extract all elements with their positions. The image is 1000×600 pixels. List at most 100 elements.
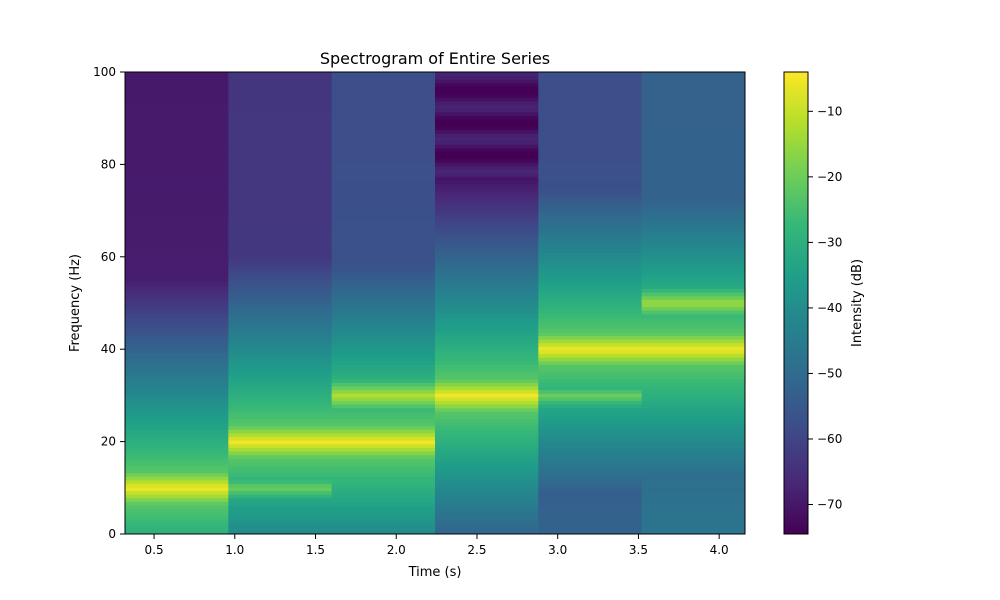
heatmap-cell — [125, 422, 229, 427]
heatmap-cell — [125, 292, 229, 297]
x-axis-label: Time (s) — [408, 565, 462, 580]
heatmap-cell — [125, 512, 229, 517]
heatmap-cell — [228, 144, 333, 149]
heatmap-cell — [641, 472, 746, 477]
heatmap-cell — [538, 404, 643, 409]
heatmap-cell — [228, 263, 333, 268]
heatmap-cell — [435, 284, 539, 290]
heatmap-cell — [538, 295, 643, 300]
heatmap-cell — [331, 133, 436, 138]
heatmap-cell — [331, 396, 436, 401]
heatmap-cell — [331, 187, 436, 192]
heatmap-cell — [125, 443, 229, 448]
heatmap-cell — [538, 429, 643, 434]
heatmap-cell — [125, 230, 229, 235]
heatmap-cell — [641, 414, 746, 419]
heatmap-cell — [435, 346, 539, 351]
heatmap-cell — [331, 266, 436, 272]
heatmap-cell — [435, 432, 539, 438]
heatmap-cell — [125, 519, 229, 524]
heatmap-cell — [228, 375, 333, 380]
heatmap-cell — [331, 443, 436, 448]
heatmap-cell — [538, 219, 643, 225]
heatmap-cell — [228, 306, 333, 311]
y-axis-ticks: 0 20 40 60 80 100 — [93, 65, 125, 541]
heatmap-cell — [435, 501, 539, 506]
heatmap-cell — [538, 216, 643, 221]
heatmap-cell — [228, 523, 333, 528]
chart-title: Spectrogram of Entire Series — [320, 49, 550, 68]
heatmap-cell — [125, 183, 229, 188]
heatmap-cell — [435, 461, 539, 466]
heatmap-cell — [331, 100, 436, 105]
heatmap-cell — [641, 469, 746, 474]
heatmap-cell — [435, 108, 539, 113]
heatmap-cell — [538, 158, 643, 163]
heatmap-cell — [228, 252, 333, 257]
heatmap-cell — [538, 367, 643, 373]
heatmap-cell — [331, 321, 436, 326]
heatmap-cell — [435, 469, 539, 474]
heatmap-cell — [228, 234, 333, 239]
x-tick-label: 2.5 — [467, 543, 486, 557]
heatmap-cell — [125, 75, 229, 80]
heatmap-cell — [331, 281, 436, 286]
heatmap-cell — [331, 469, 436, 474]
heatmap-cell — [538, 458, 643, 463]
heatmap-cell — [228, 386, 333, 391]
heatmap-cell — [331, 515, 436, 521]
heatmap-cell — [538, 335, 643, 340]
heatmap-cell — [435, 122, 539, 127]
heatmap-cell — [331, 331, 436, 336]
heatmap-cell — [125, 284, 229, 290]
heatmap-cell — [435, 162, 539, 167]
heatmap-cell — [331, 447, 436, 452]
heatmap-cell — [331, 198, 436, 203]
heatmap-cell — [331, 497, 436, 503]
heatmap-cell — [435, 393, 539, 398]
heatmap-cell — [641, 82, 746, 87]
heatmap-cell — [435, 414, 539, 419]
heatmap-cell — [125, 162, 229, 167]
heatmap-cell — [435, 136, 539, 142]
heatmap-cell — [435, 494, 539, 499]
heatmap-cell — [228, 339, 333, 344]
heatmap-cell — [641, 252, 746, 257]
heatmap-cell — [435, 324, 539, 329]
heatmap-cell — [125, 165, 229, 170]
heatmap-cell — [538, 440, 643, 445]
heatmap-cell — [435, 115, 539, 120]
heatmap-cell — [331, 425, 436, 430]
heatmap-cell — [538, 79, 643, 84]
heatmap-cell — [641, 328, 746, 333]
heatmap-cell — [228, 303, 333, 308]
heatmap-cell — [538, 450, 643, 456]
heatmap-cell — [331, 79, 436, 84]
heatmap-cell — [435, 227, 539, 232]
heatmap-cell — [641, 183, 746, 188]
heatmap-cell — [435, 443, 539, 448]
heatmap-cell — [641, 155, 746, 160]
heatmap-cell — [125, 277, 229, 282]
x-tick-label: 3.5 — [629, 543, 648, 557]
heatmap-cell — [435, 176, 539, 181]
heatmap-cell — [331, 248, 436, 253]
heatmap-cell — [641, 219, 746, 225]
heatmap-cell — [641, 256, 746, 261]
heatmap-cell — [641, 432, 746, 438]
heatmap-cell — [125, 432, 229, 438]
colorbar-gradient — [783, 71, 809, 535]
heatmap-cell — [331, 508, 436, 513]
heatmap-cell — [331, 173, 436, 178]
heatmap-cell — [538, 303, 643, 308]
heatmap-cell — [228, 515, 333, 521]
heatmap-cell — [125, 108, 229, 113]
heatmap-cell — [331, 97, 436, 102]
heatmap-cell — [125, 382, 229, 387]
heatmap-cell — [228, 371, 333, 376]
heatmap-cell — [331, 191, 436, 196]
heatmap-cell — [641, 100, 746, 105]
heatmap-cell — [331, 129, 436, 134]
heatmap-cell — [125, 461, 229, 466]
